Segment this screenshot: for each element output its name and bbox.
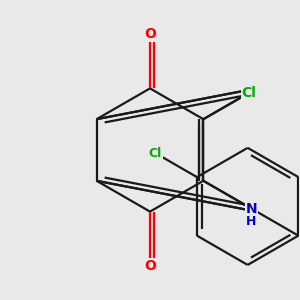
Text: O: O xyxy=(144,27,156,41)
Text: O: O xyxy=(144,259,156,273)
Text: N: N xyxy=(246,202,257,215)
Text: H: H xyxy=(246,215,256,228)
Text: Cl: Cl xyxy=(241,86,256,100)
Text: Cl: Cl xyxy=(149,147,162,160)
